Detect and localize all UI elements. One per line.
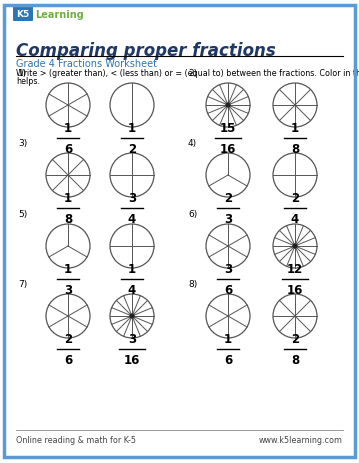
Text: 6: 6 (224, 353, 232, 366)
Text: 2: 2 (128, 143, 136, 156)
Text: 1: 1 (291, 122, 299, 135)
Text: 6: 6 (64, 143, 72, 156)
Text: 1): 1) (18, 69, 27, 78)
Text: 8): 8) (188, 279, 197, 288)
Text: 1: 1 (64, 192, 72, 205)
Text: 1: 1 (64, 122, 72, 135)
Text: 12: 12 (287, 263, 303, 275)
Circle shape (130, 314, 134, 318)
Text: 3): 3) (18, 139, 27, 148)
Text: helps.: helps. (16, 77, 40, 86)
Text: 1: 1 (128, 263, 136, 275)
Text: 4: 4 (128, 213, 136, 225)
Text: 5): 5) (18, 210, 27, 219)
Circle shape (206, 225, 250, 269)
Text: 3: 3 (128, 332, 136, 345)
Text: 8: 8 (291, 353, 299, 366)
Text: 16: 16 (287, 283, 303, 296)
Text: Comparing proper fractions: Comparing proper fractions (16, 42, 276, 60)
Circle shape (273, 154, 317, 198)
Text: 2): 2) (188, 69, 197, 78)
Text: 16: 16 (124, 353, 140, 366)
Text: Learning: Learning (35, 9, 84, 19)
Text: 1: 1 (64, 263, 72, 275)
Text: 2: 2 (291, 332, 299, 345)
Text: 1: 1 (224, 332, 232, 345)
Text: Write > (greater than), < (less than) or = (equal to) between the fractions. Col: Write > (greater than), < (less than) or… (16, 69, 359, 78)
Text: 16: 16 (220, 143, 236, 156)
Text: 2: 2 (64, 332, 72, 345)
Circle shape (46, 294, 90, 338)
Circle shape (46, 84, 90, 128)
Circle shape (273, 225, 317, 269)
Text: 1: 1 (128, 122, 136, 135)
Circle shape (46, 154, 90, 198)
Text: 4): 4) (188, 139, 197, 148)
Text: Grade 4 Fractions Worksheet: Grade 4 Fractions Worksheet (16, 59, 157, 69)
Text: Online reading & math for K-5: Online reading & math for K-5 (16, 435, 136, 444)
Text: 3: 3 (224, 213, 232, 225)
Circle shape (110, 84, 154, 128)
Circle shape (110, 294, 154, 338)
Text: 4: 4 (128, 283, 136, 296)
Text: 3: 3 (128, 192, 136, 205)
Text: 2: 2 (291, 192, 299, 205)
Text: 7): 7) (18, 279, 27, 288)
Text: 6: 6 (224, 283, 232, 296)
Text: 6): 6) (188, 210, 197, 219)
Circle shape (206, 154, 250, 198)
Text: 3: 3 (64, 283, 72, 296)
Text: 8: 8 (291, 143, 299, 156)
Circle shape (110, 225, 154, 269)
Circle shape (110, 154, 154, 198)
Circle shape (206, 294, 250, 338)
Text: 4: 4 (291, 213, 299, 225)
Circle shape (206, 84, 250, 128)
Text: K5: K5 (17, 10, 30, 19)
Text: 6: 6 (64, 353, 72, 366)
FancyBboxPatch shape (13, 7, 33, 22)
Circle shape (293, 244, 297, 249)
Circle shape (273, 84, 317, 128)
Text: 3: 3 (224, 263, 232, 275)
Circle shape (273, 294, 317, 338)
Text: 15: 15 (220, 122, 236, 135)
Text: www.k5learning.com: www.k5learning.com (259, 435, 343, 444)
Text: 8: 8 (64, 213, 72, 225)
Circle shape (46, 225, 90, 269)
Text: 2: 2 (224, 192, 232, 205)
Circle shape (226, 104, 230, 108)
